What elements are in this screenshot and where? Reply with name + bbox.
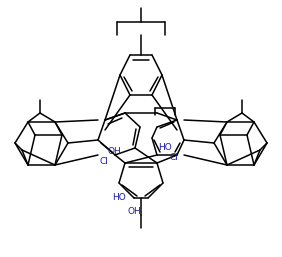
Text: HO: HO xyxy=(158,143,172,152)
Text: HO: HO xyxy=(112,194,126,203)
Text: Cl: Cl xyxy=(100,157,109,166)
Text: Cl: Cl xyxy=(170,153,179,162)
Text: OH: OH xyxy=(107,148,121,157)
Text: OH: OH xyxy=(128,207,142,216)
